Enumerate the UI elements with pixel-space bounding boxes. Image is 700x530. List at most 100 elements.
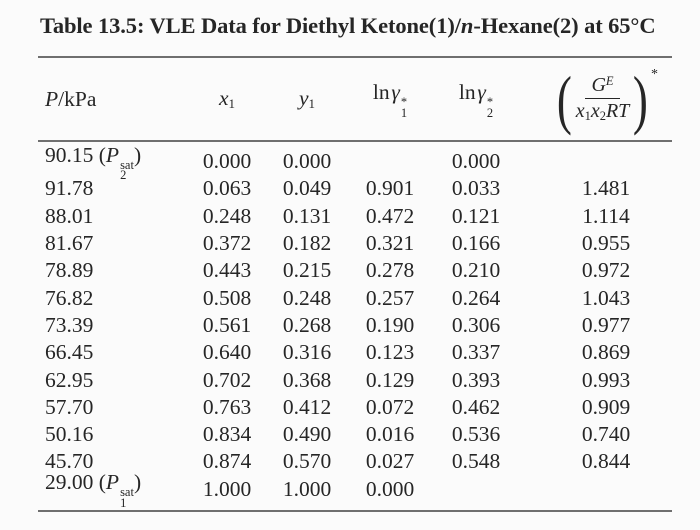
cell-pressure: 90.15 (P sat 2) — [45, 142, 142, 183]
ge-expression: ( GE x1x2RT ) * — [555, 66, 658, 132]
header-ln-gamma2: ln γ * 2 — [458, 80, 494, 120]
cell-x1: 0.834 — [202, 422, 252, 447]
header-ln-gamma1: ln γ * 1 — [372, 80, 408, 120]
cell-ln-gamma2: 0.306 — [451, 312, 501, 337]
cell-pressure: 66.45 — [45, 340, 94, 365]
cell-ge: 0.972 — [581, 258, 631, 283]
cell-ln-gamma1: 0.027 — [365, 449, 415, 474]
cell-x1: 0.702 — [202, 367, 252, 392]
cell-ln-gamma2: 0.121 — [451, 203, 501, 228]
cell-ln-gamma1: 0.321 — [365, 231, 415, 256]
cell-x1: 0.443 — [202, 258, 252, 283]
table-header-row: P/kPa x1 y1 ln γ * 1 ln γ * 2 ( GE x1x2RT ) … — [38, 58, 672, 140]
table-row: 88.01 0.248 0.131 0.472 0.121 1.114 — [38, 203, 672, 230]
close-paren: ) — [633, 62, 649, 136]
cell-y1: 0.268 — [282, 312, 332, 337]
gamma2-scripts: * 2 — [486, 95, 494, 120]
table-row: 50.16 0.834 0.490 0.016 0.536 0.740 — [38, 421, 672, 448]
cell-pressure: 73.39 — [45, 312, 94, 337]
cell-ln-gamma1: 0.123 — [365, 340, 415, 365]
cell-ln-gamma2: 0.548 — [451, 449, 501, 474]
cell-ln-gamma1: 0.000 — [365, 476, 415, 501]
cell-ge: 0.844 — [581, 449, 631, 474]
cell-ln-gamma2: 0.000 — [451, 149, 501, 174]
cell-y1: 0.412 — [282, 394, 332, 419]
cell-ln-gamma2: 0.337 — [451, 340, 501, 365]
table-row: 73.39 0.561 0.268 0.190 0.306 0.977 — [38, 312, 672, 339]
cell-ln-gamma2: 0.462 — [451, 394, 501, 419]
cell-x1: 0.640 — [202, 340, 252, 365]
page: Table 13.5: VLE Data for Diethyl Ketone(… — [0, 13, 672, 512]
cell-pressure: 78.89 — [45, 258, 94, 283]
cell-y1: 0.000 — [282, 149, 332, 174]
top-rule — [38, 56, 672, 58]
cell-ge: 1.043 — [581, 285, 631, 310]
cell-ge: 0.869 — [581, 340, 631, 365]
cell-x1: 1.000 — [202, 476, 252, 501]
cell-pressure: 76.82 — [45, 285, 94, 310]
cell-pressure: 91.78 — [45, 176, 94, 201]
header-ge-expression: ( GE x1x2RT ) * — [520, 66, 672, 132]
cell-x1: 0.561 — [202, 312, 252, 337]
cell-y1: 0.049 — [282, 176, 332, 201]
cell-ln-gamma2: 0.033 — [451, 176, 501, 201]
bottom-rule — [38, 509, 672, 512]
table-row: 90.15 (P sat 2) 0.000 0.000 0.000 — [38, 143, 672, 181]
psat-note: (P sat 1) — [93, 470, 142, 510]
cell-pressure: 62.95 — [45, 367, 94, 392]
cell-ln-gamma1: 0.016 — [365, 422, 415, 447]
header-separator-rule — [38, 140, 672, 142]
cell-ln-gamma1: 0.257 — [365, 285, 415, 310]
cell-ge: 0.977 — [581, 312, 631, 337]
cell-pressure: 57.70 — [45, 394, 94, 419]
cell-ge: 1.114 — [582, 203, 630, 228]
cell-ln-gamma1: 0.072 — [365, 394, 415, 419]
cell-y1: 0.248 — [282, 285, 332, 310]
open-paren: ( — [556, 62, 572, 136]
cell-x1: 0.248 — [202, 203, 252, 228]
table-body: 90.15 (P sat 2) 0.000 0.000 0.000 91.78 0.063 0.… — [38, 142, 672, 510]
header-pressure: P/kPa — [38, 87, 188, 112]
cell-x1: 0.508 — [202, 285, 252, 310]
cell-x1: 0.063 — [202, 176, 252, 201]
ge-numerator: GE — [585, 74, 620, 99]
header-y1: y1 — [298, 86, 316, 111]
psat-scripts: sat 1 — [120, 485, 134, 510]
cell-ln-gamma1: 0.129 — [365, 367, 415, 392]
title-part1: Table 13.5: VLE Data for Diethyl Ketone(… — [40, 13, 461, 38]
cell-pressure: 88.01 — [45, 203, 94, 228]
table-row: 78.89 0.443 0.215 0.278 0.210 0.972 — [38, 257, 672, 284]
cell-ln-gamma1: 0.901 — [365, 176, 415, 201]
cell-y1: 0.182 — [282, 231, 332, 256]
cell-x1: 0.763 — [202, 394, 252, 419]
cell-y1: 0.570 — [282, 449, 332, 474]
cell-x1: 0.000 — [202, 149, 252, 174]
cell-y1: 0.368 — [282, 367, 332, 392]
cell-ge: 1.481 — [581, 176, 631, 201]
title-italic-n: n — [460, 13, 474, 38]
cell-y1: 0.490 — [282, 422, 332, 447]
cell-pressure: 29.00 (P sat 1) — [45, 470, 142, 510]
cell-pressure: 81.67 — [45, 231, 94, 256]
cell-x1: 0.372 — [202, 231, 252, 256]
cell-ln-gamma2: 0.166 — [451, 231, 501, 256]
cell-ln-gamma1: 0.190 — [365, 312, 415, 337]
table-row: 76.82 0.508 0.248 0.257 0.264 1.043 — [38, 284, 672, 311]
cell-y1: 0.131 — [282, 203, 332, 228]
cell-ln-gamma1: 0.472 — [365, 203, 415, 228]
cell-y1: 1.000 — [282, 476, 332, 501]
cell-ge: 0.740 — [581, 422, 631, 447]
pressure-symbol: P — [45, 86, 59, 111]
cell-x1: 0.874 — [202, 449, 252, 474]
outer-asterisk: * — [650, 67, 658, 82]
cell-pressure: 50.16 — [45, 422, 94, 447]
cell-ln-gamma2: 0.210 — [451, 258, 501, 283]
ge-denominator: x1x2RT — [575, 99, 630, 123]
table-row: 66.45 0.640 0.316 0.123 0.337 0.869 — [38, 339, 672, 366]
cell-ge: 0.993 — [581, 367, 631, 392]
table-row: 29.00 (P sat 1) 1.000 1.000 0.000 — [38, 470, 672, 508]
table-row: 81.67 0.372 0.182 0.321 0.166 0.955 — [38, 230, 672, 257]
cell-ln-gamma2: 0.536 — [451, 422, 501, 447]
psat-scripts: sat 2 — [120, 157, 134, 183]
ge-fraction: GE x1x2RT — [575, 74, 630, 123]
